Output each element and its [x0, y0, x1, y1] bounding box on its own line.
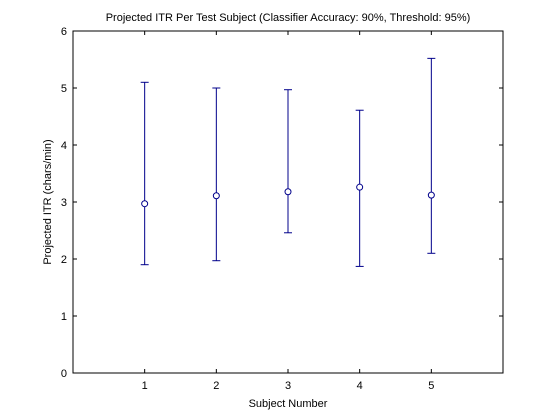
- x-tick-label: 5: [428, 380, 434, 392]
- y-tick-label: 3: [61, 197, 67, 209]
- data-point: [284, 188, 292, 196]
- x-tick-label: 4: [357, 380, 363, 392]
- data-point: [356, 183, 364, 191]
- data-point: [141, 200, 149, 208]
- x-tick-label: 1: [142, 380, 148, 392]
- y-tick-label: 2: [61, 254, 67, 266]
- x-axis-label: Subject Number: [249, 398, 328, 410]
- y-tick-label: 1: [61, 311, 67, 323]
- x-tick-label: 3: [285, 380, 291, 392]
- chart-title: Projected ITR Per Test Subject (Classifi…: [106, 12, 471, 24]
- data-point: [212, 192, 220, 200]
- y-tick-label: 5: [61, 83, 67, 95]
- y-tick-label: 6: [61, 26, 67, 38]
- plot-area: 1 2 3 4 5 0 1 2 3 4 5 6: [61, 26, 504, 392]
- y-tick-label: 0: [61, 368, 67, 380]
- y-axis-label: Projected ITR (chars/min): [42, 139, 54, 264]
- data-point: [427, 191, 435, 199]
- x-tick-label: 2: [213, 380, 219, 392]
- y-tick-label: 4: [61, 140, 67, 152]
